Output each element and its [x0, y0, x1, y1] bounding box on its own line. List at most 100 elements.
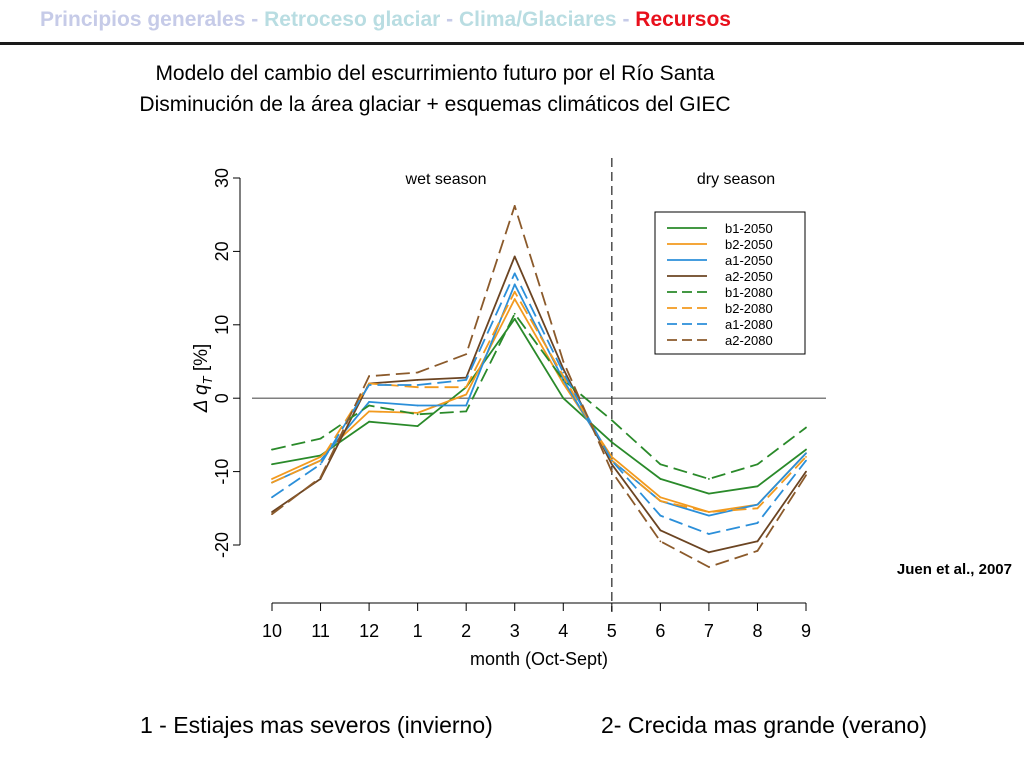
- data-point-a1-2080: [562, 371, 565, 374]
- data-point-b1-2080: [465, 410, 468, 413]
- breadcrumb-item-0[interactable]: Principios generales: [40, 8, 246, 31]
- data-point-a1-2080: [513, 272, 516, 275]
- data-point-b2-2080: [708, 511, 710, 513]
- data-point-a2-2050: [416, 378, 419, 381]
- breadcrumb-separator: -: [616, 8, 636, 31]
- data-point-b2-2050: [271, 478, 273, 480]
- data-point-b2-2080: [368, 382, 370, 385]
- data-point-b2-2080: [465, 386, 468, 389]
- data-point-a2-2080: [465, 353, 468, 356]
- data-point-a2-2050: [805, 470, 807, 473]
- data-point-b1-2080: [271, 448, 273, 451]
- breadcrumb-item-2[interactable]: Clima/Glaciares: [459, 8, 617, 31]
- data-point-a2-2050: [708, 551, 710, 554]
- data-point-b1-2080: [319, 437, 322, 440]
- breadcrumb-item-1[interactable]: Retroceso glaciar: [264, 8, 441, 31]
- data-point-b1-2050: [659, 478, 662, 480]
- data-point-a2-2080: [513, 204, 516, 207]
- data-point-a1-2080: [368, 384, 370, 386]
- data-point-b2-2050: [562, 382, 565, 385]
- data-point-b1-2080: [562, 378, 565, 381]
- series-line-a1-2050: [271, 283, 807, 517]
- x-tick-label: 7: [704, 621, 714, 641]
- x-tick-label: 11: [311, 621, 330, 641]
- legend-label-b2-2080: b2-2080: [725, 301, 773, 316]
- slide-subtitle-line-2: Disminución de la área glaciar + esquema…: [139, 93, 731, 116]
- data-point-b2-2050: [659, 496, 662, 499]
- breadcrumb-separator: -: [440, 8, 460, 31]
- x-tick-label: 4: [558, 621, 568, 641]
- legend-label-b1-2050: b1-2050: [725, 221, 773, 236]
- data-point-a1-2050: [368, 400, 370, 403]
- data-point-b1-2080: [368, 404, 370, 407]
- data-point-a2-2080: [416, 371, 419, 374]
- data-point-a2-2080: [805, 474, 807, 477]
- data-point-b2-2050: [416, 411, 419, 414]
- x-tick-label: 3: [510, 621, 520, 641]
- data-point-a1-2080: [610, 459, 613, 462]
- series-line-b2-2080: [271, 290, 807, 513]
- data-point-a2-2050: [271, 511, 273, 513]
- y-tick-label: 0: [212, 393, 232, 403]
- breadcrumb: Principios generales - Retroceso glaciar…: [40, 8, 731, 32]
- season-label-dry: dry season: [697, 171, 775, 188]
- legend-label-b2-2050: b2-2050: [725, 237, 773, 252]
- y-tick-label: 20: [212, 241, 232, 261]
- data-point-a1-2080: [319, 463, 322, 466]
- x-tick-label: 8: [752, 621, 762, 641]
- data-point-b1-2080: [513, 312, 516, 315]
- x-tick-label: 9: [801, 621, 811, 641]
- data-point-b1-2080: [708, 478, 710, 480]
- x-tick-label: 1: [413, 621, 423, 641]
- x-axis-label: month (Oct-Sept): [470, 649, 608, 669]
- data-point-a1-2080: [708, 533, 710, 535]
- data-point-b1-2050: [756, 485, 759, 488]
- data-point-b2-2050: [319, 456, 322, 458]
- y-tick-label: 10: [212, 315, 232, 335]
- data-point-a2-2050: [756, 540, 759, 543]
- data-point-b1-2080: [610, 419, 613, 422]
- data-point-b2-2050: [610, 456, 613, 458]
- data-point-b2-2050: [513, 298, 516, 301]
- data-point-b2-2080: [416, 386, 419, 389]
- data-point-b2-2080: [562, 375, 565, 378]
- note-dry-season: 1 - Estiajes mas severos (invierno): [140, 712, 493, 738]
- data-point-b1-2050: [708, 492, 710, 495]
- data-point-b2-2080: [513, 290, 516, 293]
- series-line-a1-2080: [271, 272, 807, 535]
- data-point-a2-2080: [319, 476, 322, 479]
- breadcrumb-item-3[interactable]: Recursos: [635, 8, 731, 31]
- legend-label-a1-2050: a1-2050: [725, 253, 773, 268]
- data-point-a1-2050: [805, 452, 807, 455]
- x-tick-label: 5: [607, 621, 617, 641]
- data-point-a1-2080: [756, 522, 759, 524]
- season-label-wet: wet season: [405, 171, 487, 188]
- data-point-a1-2080: [416, 384, 419, 386]
- data-point-b1-2080: [659, 463, 662, 466]
- data-point-b1-2050: [416, 425, 419, 427]
- data-point-b2-2080: [756, 507, 759, 510]
- data-point-b1-2050: [513, 318, 516, 320]
- data-point-b2-2080: [319, 459, 322, 462]
- data-point-a1-2080: [805, 459, 807, 462]
- data-point-b2-2050: [465, 393, 468, 396]
- slide-subtitle-line-1: Modelo del cambio del escurrimiento futu…: [155, 62, 715, 85]
- legend-label-b1-2080: b1-2080: [725, 285, 773, 300]
- y-tick-label: 30: [212, 168, 232, 188]
- data-point-a2-2050: [319, 478, 322, 480]
- y-tick-label: -10: [212, 459, 232, 485]
- series-line-b1-2080: [271, 312, 807, 480]
- data-point-a1-2080: [271, 496, 273, 499]
- x-tick-label: 10: [262, 621, 282, 641]
- data-point-a2-2080: [610, 470, 613, 473]
- data-point-a2-2080: [271, 513, 273, 516]
- data-point-a2-2080: [659, 540, 662, 543]
- data-point-a2-2050: [562, 367, 565, 370]
- citation: Juen et al., 2007: [896, 561, 1012, 578]
- legend-label-a1-2080: a1-2080: [725, 317, 773, 332]
- data-point-a2-2050: [659, 529, 662, 532]
- data-point-a2-2050: [513, 255, 516, 258]
- data-point-b1-2050: [271, 463, 273, 466]
- data-point-b1-2050: [562, 397, 565, 400]
